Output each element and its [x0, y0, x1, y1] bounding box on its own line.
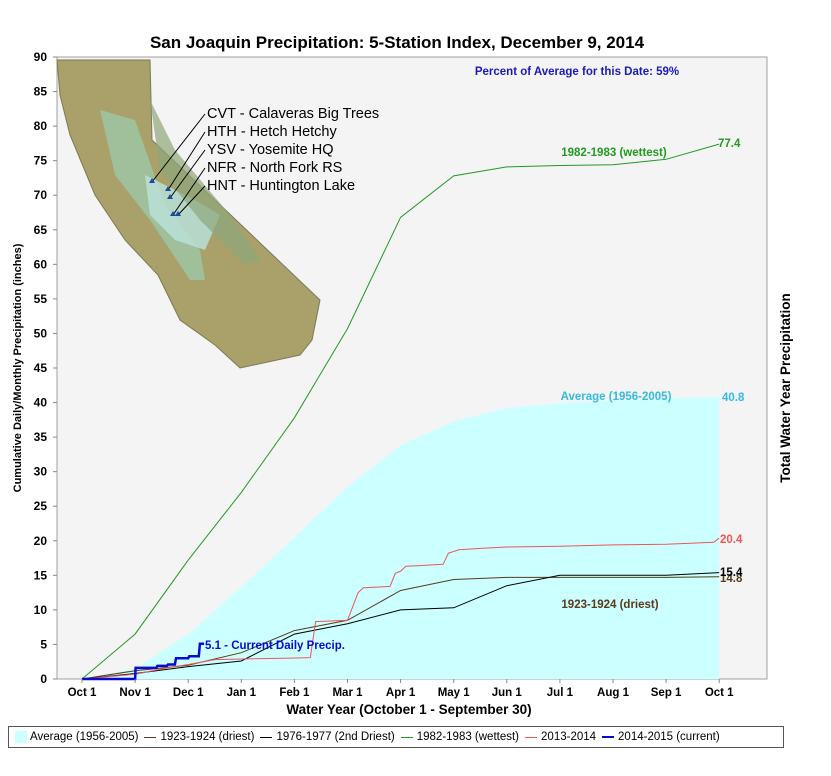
y-tick-label: 25 — [34, 499, 48, 513]
end-value-label: 77.4 — [718, 138, 741, 150]
y-tick-label: 85 — [34, 85, 48, 99]
legend-swatch — [400, 736, 413, 738]
y-tick-label: 5 — [40, 637, 47, 651]
legend-label: Average (1956-2005) — [30, 731, 139, 743]
legend-swatch — [144, 736, 157, 738]
x-tick-label: Apr 1 — [386, 687, 416, 699]
series-area-average — [82, 397, 720, 679]
station-label: CVT - Calaveras Big Trees — [207, 106, 379, 122]
series-line-4 — [81, 537, 720, 680]
y-axis-label: Cumulative Daily/Monthly Precipitation (… — [12, 243, 24, 492]
station-label: YSV - Yosemite HQ — [207, 142, 334, 158]
station-marker-icon — [149, 178, 155, 183]
legend-label: 2014-2015 (current) — [618, 731, 720, 743]
station-marker-icon — [167, 194, 173, 199]
y-tick-label: 20 — [34, 534, 48, 548]
california-map — [56, 59, 321, 369]
y-tick-label: 60 — [34, 257, 48, 271]
x-axis: Oct 1 Nov 1 Dec 1 Jan 1 Feb 1 Mar 1 Apr 1 May 1… — [68, 679, 734, 699]
y-tick-label: 55 — [34, 292, 48, 306]
station-label: HNT - Huntington Lake — [207, 178, 355, 194]
y-tick-label: 35 — [34, 430, 48, 444]
y-tick-label: 65 — [34, 223, 48, 237]
legend: Average (1956-2005) 1923-1924 (driest) 197… — [8, 726, 784, 748]
y-tick-label: 75 — [34, 154, 48, 168]
legend-item: 2013-2014 — [525, 731, 596, 743]
x-tick-label: Jul 1 — [547, 687, 574, 699]
legend-item: 1923-1924 (driest) — [144, 731, 254, 743]
y-tick-label: 30 — [34, 465, 48, 479]
legend-item: 1982-1983 (wettest) — [400, 731, 520, 743]
legend-item: 2014-2015 (current) — [602, 731, 720, 743]
series-line-3 — [81, 143, 720, 680]
y-tick-label: 90 — [34, 50, 48, 64]
series-label-3: 1982-1983 (wettest) — [561, 147, 667, 159]
series-line-1 — [81, 576, 720, 680]
station-leader-line — [169, 149, 206, 199]
legend-label: 1923-1924 (driest) — [160, 731, 255, 743]
legend-item: 1976-1977 (2nd Driest) — [260, 731, 395, 743]
right-axis-label: Total Water Year Precipitation — [778, 293, 793, 483]
y-tick-label: 40 — [34, 396, 48, 410]
sierra-nevada — [150, 100, 260, 265]
series-label-average: Average (1956-2005) — [561, 391, 672, 403]
y-tick-label: 50 — [34, 326, 48, 340]
x-tick-label: Jun 1 — [492, 687, 523, 699]
station-marker-icon — [170, 211, 176, 216]
legend-label: 2013-2014 — [541, 731, 597, 743]
y-tick-label: 70 — [34, 188, 48, 202]
x-axis-label: Water Year (October 1 - September 30) — [286, 702, 531, 717]
station-leader-line — [172, 167, 206, 216]
x-tick-label: Nov 1 — [119, 687, 151, 699]
station-marker-icon — [165, 186, 171, 191]
series-label-1: 1923-1924 (driest) — [561, 599, 658, 611]
station-label: HTH - Hetch Hetchy — [207, 124, 337, 140]
series-line-5 — [82, 642, 205, 681]
x-tick-label: Sep 1 — [651, 687, 682, 699]
x-tick-label: Dec 1 — [173, 687, 204, 699]
legend-swatch — [15, 731, 27, 743]
station-leader-line — [177, 185, 206, 216]
chart-subtitle: Percent of Average for this Date: 59% — [475, 66, 679, 78]
series-line-2 — [81, 572, 720, 680]
legend-swatch — [525, 736, 538, 738]
legend-swatch — [260, 736, 273, 738]
y-tick-label: 45 — [34, 361, 48, 375]
y-tick-label: 10 — [34, 603, 48, 617]
x-tick-label: May 1 — [438, 687, 471, 699]
y-tick-label: 80 — [34, 119, 48, 133]
san-joaquin-basin — [145, 175, 220, 250]
station-leader-line — [151, 113, 206, 183]
station-marker-icon — [175, 211, 181, 216]
legend-swatch — [602, 736, 615, 738]
legend-label: 1982-1983 (wettest) — [416, 731, 520, 743]
station-leader-line — [167, 131, 206, 191]
x-tick-label: Oct 1 — [705, 687, 734, 699]
x-tick-label: Oct 1 — [68, 687, 97, 699]
end-value-label: 15.4 — [720, 567, 743, 579]
chart-title: San Joaquin Precipitation: 5-Station Ind… — [150, 33, 645, 52]
x-tick-label: Jan 1 — [227, 687, 257, 699]
x-tick-label: Mar 1 — [332, 687, 363, 699]
end-value-label: 40.8 — [722, 392, 745, 404]
x-tick-label: Feb 1 — [279, 687, 310, 699]
y-tick-label: 15 — [34, 568, 48, 582]
y-axis: 0 5 10 15 20 25 30 35 40 45 50 55 60 65 70 75 80 85 90 — [34, 50, 57, 686]
end-value-label: 20.4 — [720, 534, 743, 546]
legend-label: 1976-1977 (2nd Driest) — [276, 731, 395, 743]
legend-item: Average (1956-2005) — [15, 731, 138, 743]
y-tick-label: 0 — [40, 672, 47, 686]
end-value-label: 14.8 — [720, 573, 743, 585]
x-tick-label: Aug 1 — [597, 687, 630, 699]
series-label-5: 5.1 - Current Daily Precip. — [205, 640, 345, 652]
station-label: NFR - North Fork RS — [207, 160, 342, 176]
